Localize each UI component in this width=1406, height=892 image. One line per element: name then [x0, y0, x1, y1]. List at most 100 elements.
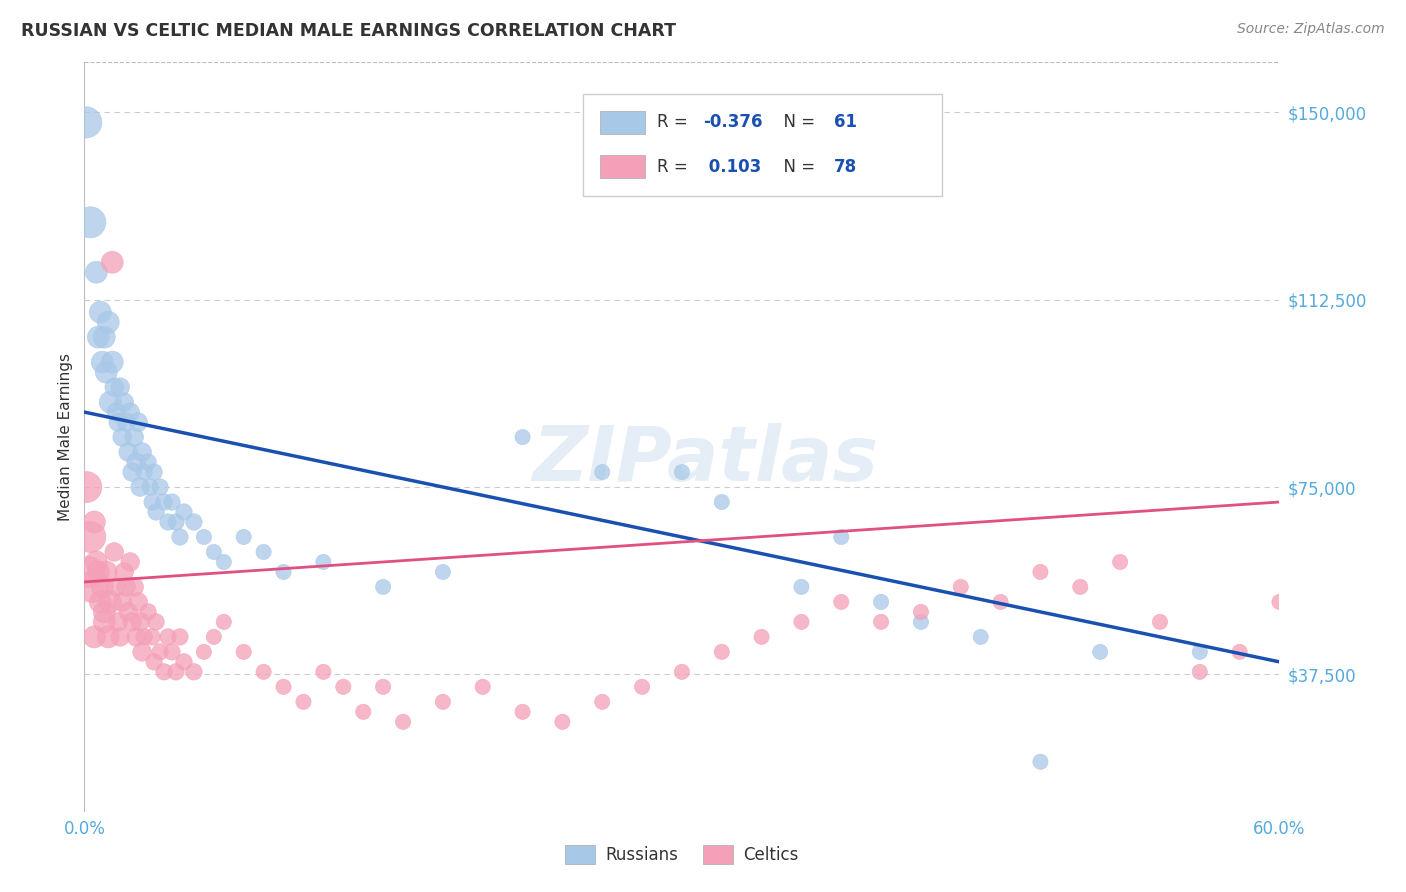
- Text: N =: N =: [773, 113, 821, 131]
- Point: [830, 530, 852, 544]
- Point: [86, 265, 108, 279]
- Point: [115, 580, 138, 594]
- Point: [169, 630, 191, 644]
- Point: [1029, 565, 1052, 579]
- Point: [751, 630, 773, 644]
- Point: [1188, 665, 1211, 679]
- Point: [101, 255, 124, 269]
- Point: [105, 580, 128, 594]
- Point: [149, 645, 172, 659]
- Point: [103, 545, 125, 559]
- Point: [1090, 645, 1112, 659]
- Point: [75, 115, 97, 129]
- Point: [591, 465, 613, 479]
- Point: [121, 615, 143, 629]
- Point: [98, 595, 121, 609]
- Point: [790, 580, 813, 594]
- Point: [132, 630, 156, 644]
- Point: [93, 615, 115, 629]
- Point: [105, 405, 128, 419]
- Point: [1268, 595, 1291, 609]
- Y-axis label: Median Male Earnings: Median Male Earnings: [58, 353, 73, 521]
- Point: [93, 330, 115, 344]
- Point: [111, 430, 134, 444]
- Point: [82, 580, 104, 594]
- Text: Source: ZipAtlas.com: Source: ZipAtlas.com: [1237, 22, 1385, 37]
- Point: [949, 580, 972, 594]
- Point: [432, 695, 454, 709]
- Point: [89, 305, 111, 319]
- Point: [671, 465, 693, 479]
- Point: [253, 665, 276, 679]
- Legend: Russians, Celtics: Russians, Celtics: [558, 838, 806, 871]
- Point: [107, 615, 129, 629]
- Point: [1109, 555, 1132, 569]
- Point: [127, 595, 149, 609]
- Point: [87, 330, 110, 344]
- Point: [115, 415, 138, 429]
- Point: [173, 505, 195, 519]
- Point: [145, 505, 167, 519]
- Point: [129, 480, 152, 494]
- Text: 61: 61: [834, 113, 856, 131]
- Point: [193, 530, 215, 544]
- Point: [145, 615, 167, 629]
- Text: N =: N =: [773, 158, 821, 176]
- Point: [169, 530, 191, 544]
- Point: [830, 595, 852, 609]
- Point: [432, 565, 454, 579]
- Point: [131, 645, 153, 659]
- Point: [120, 555, 142, 569]
- Point: [332, 680, 354, 694]
- Point: [122, 430, 145, 444]
- Point: [93, 605, 115, 619]
- Text: 0.103: 0.103: [703, 158, 761, 176]
- Text: RUSSIAN VS CELTIC MEDIAN MALE EARNINGS CORRELATION CHART: RUSSIAN VS CELTIC MEDIAN MALE EARNINGS C…: [21, 22, 676, 40]
- Point: [120, 405, 142, 419]
- Point: [107, 415, 129, 429]
- Point: [125, 455, 148, 469]
- Text: -0.376: -0.376: [703, 113, 762, 131]
- Point: [143, 465, 166, 479]
- Point: [103, 380, 125, 394]
- Point: [136, 455, 159, 469]
- Point: [160, 645, 183, 659]
- Point: [512, 705, 534, 719]
- Point: [112, 395, 135, 409]
- Point: [165, 665, 187, 679]
- Point: [110, 630, 132, 644]
- Point: [79, 530, 101, 544]
- Point: [551, 714, 574, 729]
- Point: [127, 415, 149, 429]
- Point: [212, 615, 235, 629]
- Point: [631, 680, 654, 694]
- Point: [111, 595, 134, 609]
- Point: [1188, 645, 1211, 659]
- Point: [83, 515, 105, 529]
- Point: [77, 565, 100, 579]
- Point: [970, 630, 993, 644]
- Point: [122, 580, 145, 594]
- Point: [292, 695, 315, 709]
- Point: [83, 630, 105, 644]
- Point: [990, 595, 1012, 609]
- Point: [193, 645, 215, 659]
- Point: [141, 630, 163, 644]
- Point: [143, 655, 166, 669]
- Point: [183, 665, 205, 679]
- Point: [87, 565, 110, 579]
- Point: [96, 365, 118, 379]
- Text: 78: 78: [834, 158, 856, 176]
- Point: [273, 680, 295, 694]
- Point: [591, 695, 613, 709]
- Point: [117, 605, 139, 619]
- Point: [392, 714, 415, 729]
- Point: [165, 515, 187, 529]
- Point: [202, 630, 225, 644]
- Point: [212, 555, 235, 569]
- Point: [910, 615, 932, 629]
- Point: [870, 595, 893, 609]
- Point: [273, 565, 295, 579]
- Point: [136, 605, 159, 619]
- Point: [89, 595, 111, 609]
